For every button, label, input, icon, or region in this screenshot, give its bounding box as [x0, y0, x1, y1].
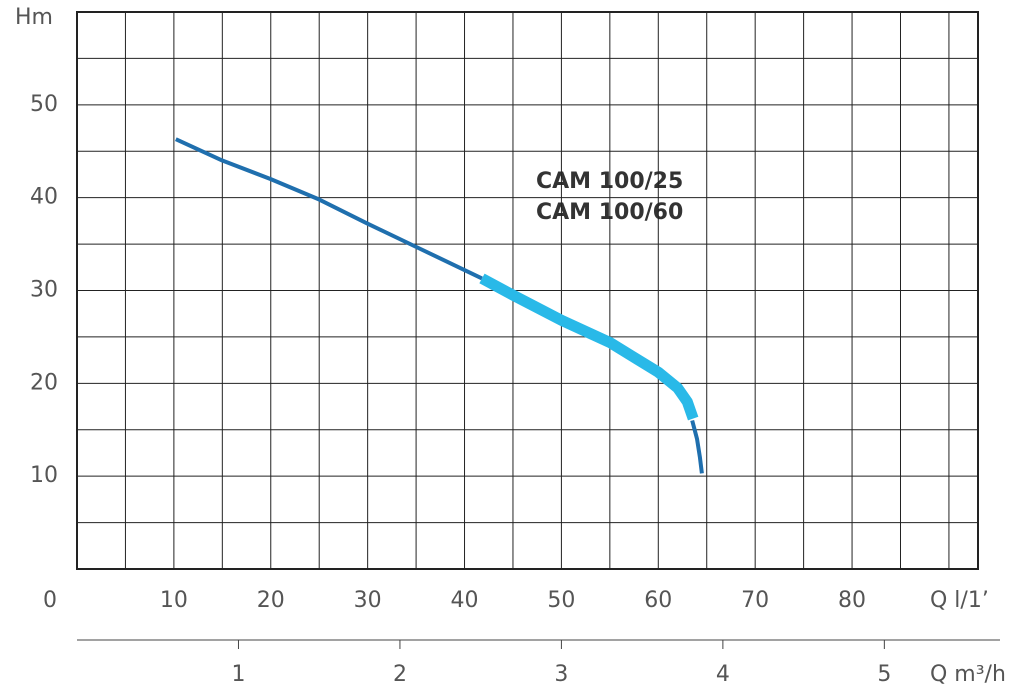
x-tick-label: 80	[838, 588, 866, 613]
y-tick-label: 10	[30, 463, 58, 488]
x-tick-label: 50	[547, 588, 575, 613]
x-tick-label: 0	[43, 588, 57, 613]
y-axis-label: Hm	[15, 5, 53, 30]
curve	[174, 137, 704, 474]
x2-tick-label: 5	[877, 662, 891, 687]
y-tick-label: 40	[30, 185, 58, 210]
y-tick-label: 50	[30, 92, 58, 117]
x2-tick-label: 2	[393, 662, 407, 687]
x-tick-label: 40	[451, 588, 479, 613]
x-tick-label: 70	[741, 588, 769, 613]
plot-frame	[76, 11, 979, 570]
y-tick-label: 20	[30, 370, 58, 395]
curve	[479, 273, 699, 421]
x2-tick-label: 3	[554, 662, 568, 687]
x-tick-label: 20	[257, 588, 285, 613]
x-tick-label: 10	[160, 588, 188, 613]
x-axis-label: Q l/1’	[930, 588, 989, 613]
x2-tick-label: 4	[716, 662, 730, 687]
x2-tick-label: 1	[231, 662, 245, 687]
y-tick-label: 30	[30, 278, 58, 303]
x2-axis-label: Q m³/h	[930, 662, 1006, 687]
x-tick-label: 30	[354, 588, 382, 613]
x-tick-label: 60	[644, 588, 672, 613]
